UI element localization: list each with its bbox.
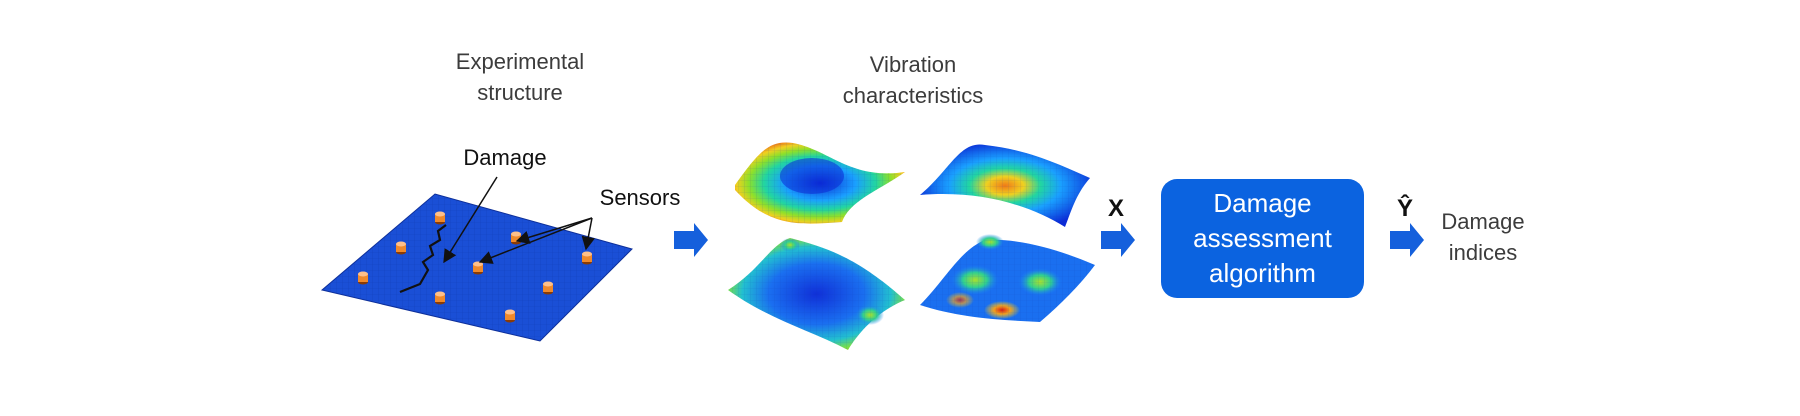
damage-indices-line-2: indices: [1448, 240, 1518, 265]
experimental-structure-line-1: Experimental: [455, 49, 585, 74]
cylinder-sensor-icon: [505, 309, 515, 323]
x-symbol-label: X: [1107, 195, 1124, 222]
cylinder-sensor-icon: [543, 281, 553, 295]
right-arrow-icon: [674, 223, 708, 257]
damage-indices-line-1: Damage: [1441, 209, 1525, 234]
sensor-pointer-arrow: [581, 217, 595, 251]
mode-shape-1: [735, 142, 905, 224]
algorithm-line-2: assessment: [1193, 223, 1332, 253]
crack-line: [399, 224, 447, 294]
cylinder-sensor-icon: [473, 261, 483, 275]
callout-arrows: [443, 176, 595, 264]
right-arrow-icon: [1390, 223, 1424, 257]
damage-pointer-arrow: [443, 176, 498, 264]
damage-indices-label: Damage indices: [1428, 206, 1538, 268]
experimental-structure-label: Experimental structure: [420, 46, 620, 108]
algorithm-line-3: algorithm: [1209, 258, 1316, 288]
algorithm-line-1: Damage: [1213, 188, 1312, 218]
sensor-pointer-arrow: [478, 217, 593, 264]
cylinder-sensor-icon: [511, 231, 521, 245]
mode-shape-4: [920, 234, 1095, 322]
cylinder-sensor-icon: [396, 241, 406, 255]
experimental-structure-line-2: structure: [477, 80, 563, 105]
vibration-characteristics-line-1: Vibration: [869, 52, 957, 77]
cylinder-sensor-icon: [358, 271, 368, 285]
vibration-characteristics-label: Vibration characteristics: [808, 49, 1018, 111]
sensors-label: Sensors: [599, 185, 681, 210]
cylinder-sensor-icon: [582, 251, 592, 265]
sensor-pointer-arrow: [515, 217, 593, 244]
right-arrow-icon: [1101, 223, 1135, 257]
cylinder-sensor-icon: [435, 211, 445, 225]
damage-assessment-algorithm-box: Damage assessment algorithm: [1161, 179, 1364, 298]
cylinder-sensor-icon: [435, 291, 445, 305]
vibration-characteristics-line-2: characteristics: [842, 83, 984, 108]
y-hat-symbol-label: Ŷ: [1396, 195, 1413, 222]
mode-shape-2: [920, 144, 1090, 227]
damage-label: Damage: [463, 145, 547, 170]
mode-shape-3: [728, 238, 905, 350]
